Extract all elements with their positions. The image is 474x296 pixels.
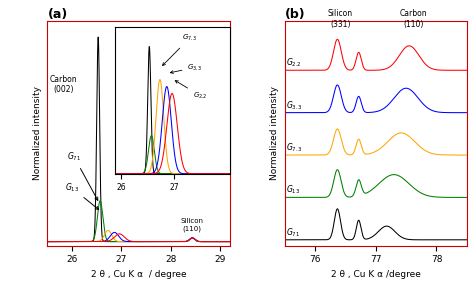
X-axis label: 2 θ , Cu K α /degree: 2 θ , Cu K α /degree [331,270,420,279]
Text: Silicon
(331): Silicon (331) [328,9,353,29]
Text: $G_{13}$: $G_{13}$ [64,181,99,210]
X-axis label: 2 θ , Cu K α  / degree: 2 θ , Cu K α / degree [91,270,186,279]
Text: $G_{7.3}$: $G_{7.3}$ [286,141,302,154]
Text: Silicon
(110): Silicon (110) [181,218,204,232]
Text: $G_{2.2}$: $G_{2.2}$ [286,57,301,69]
Y-axis label: Normalized intensity: Normalized intensity [33,86,42,180]
Text: Carbon
(110): Carbon (110) [400,9,427,29]
Text: $G_{13}$: $G_{13}$ [286,184,300,197]
Text: $G_{71}$: $G_{71}$ [67,151,98,200]
Text: (b): (b) [284,8,305,21]
Text: $G_{71}$: $G_{71}$ [286,226,300,239]
Text: Carbon
(002): Carbon (002) [49,75,77,94]
Y-axis label: Normalized intensity: Normalized intensity [270,86,279,180]
Text: $G_{3.3}$: $G_{3.3}$ [286,99,302,112]
Text: (a): (a) [47,8,68,21]
